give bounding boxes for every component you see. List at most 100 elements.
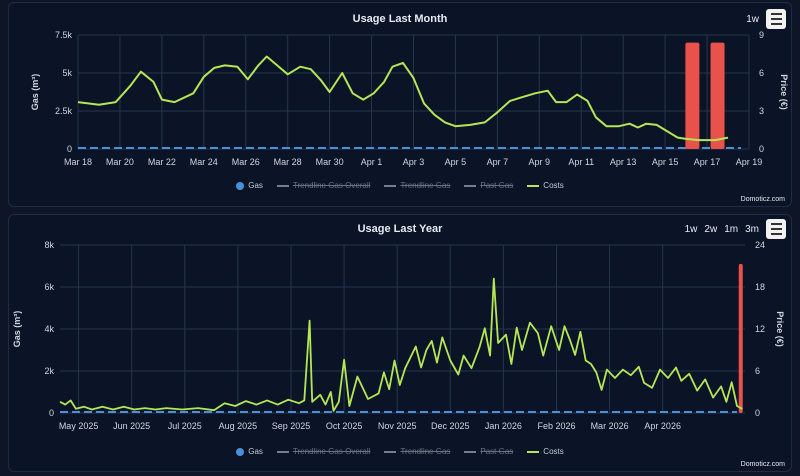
x-tick-label: Apr 17 (694, 157, 721, 167)
chart-title: Usage Last Month (352, 13, 448, 25)
legend-item[interactable]: Gas (236, 447, 263, 456)
y-left-tick-label: 0 (49, 408, 54, 418)
y-left-axis-title: Gas (m³) (30, 74, 40, 111)
y-right-tick-label: 6 (759, 68, 764, 78)
legend-item[interactable]: Trendline Gas (384, 181, 450, 190)
x-tick-label: Jan 2026 (485, 421, 522, 431)
legend-label: Costs (543, 181, 564, 190)
y-left-tick-label: 8k (44, 240, 54, 250)
legend-dot-icon (236, 447, 245, 456)
legend-item[interactable]: Past Gas (464, 181, 513, 190)
legend-label: Trendline Gas (400, 181, 451, 190)
zoom-buttons: 1w 2w 1m 3m (685, 224, 759, 235)
y-left-tick-label: 5k (62, 68, 72, 78)
legend-line-icon (276, 450, 289, 453)
usage-last-month-panel: Usage Last Month 1w 0 2.5k 5k 7.5k 0 3 6 9 Mar 1… (8, 2, 792, 207)
y-right-tick-label: 12 (755, 324, 765, 334)
gas-bar (710, 42, 725, 149)
x-tick-label: Apr 2026 (644, 421, 681, 431)
x-tick-label: Apr 9 (529, 157, 551, 167)
y-right-tick-label: 3 (759, 106, 764, 116)
x-tick-label: Mar 2026 (591, 421, 629, 431)
zoom-1m-button[interactable]: 1m (724, 224, 739, 235)
legend-label: Past Gas (480, 181, 514, 190)
legend-line-icon (527, 184, 540, 187)
zoom-3m-button[interactable]: 3m (745, 224, 759, 235)
legend-item[interactable]: Gas (236, 181, 263, 190)
y-right-tick-label: 9 (759, 30, 764, 40)
chart-legend: Gas Trendline Gas Overall Trendline Gas Pas… (9, 447, 791, 456)
x-tick-label: Apr 11 (568, 157, 594, 167)
chart-title: Usage Last Year (357, 223, 443, 235)
y-left-axis-title: Gas (m³) (12, 311, 22, 348)
x-tick-label: Mar 24 (190, 157, 218, 167)
y-right-tick-label: 6 (755, 366, 760, 376)
y-left-tick-label: 2k (44, 366, 54, 376)
x-tick-label: Mar 20 (106, 157, 134, 167)
x-tick-label: Mar 28 (274, 157, 302, 167)
y-right-tick-label: 24 (755, 240, 765, 250)
legend-line-icon (384, 450, 397, 453)
zoom-2w-button[interactable]: 2w (704, 224, 718, 235)
legend-item[interactable]: Trendline Gas (384, 447, 450, 456)
legend-line-icon (464, 450, 477, 453)
x-tick-label: Mar 26 (232, 157, 260, 167)
legend-dot-icon (236, 181, 245, 190)
y-right-axis-title: Price (€) (775, 311, 785, 347)
y-right-tick-label: 0 (759, 144, 764, 154)
legend-item[interactable]: Costs (527, 447, 564, 456)
y-right-tick-label: 18 (755, 282, 765, 292)
costs-series-line (77, 55, 729, 142)
x-tick-label: Mar 30 (316, 157, 344, 167)
legend-item[interactable]: Past Gas (464, 447, 513, 456)
y-left-tick-label: 4k (44, 324, 54, 334)
legend-item[interactable]: Trendline Gas Overall (276, 181, 371, 190)
x-tick-label: Jul 2025 (168, 421, 202, 431)
menu-icon[interactable] (766, 219, 786, 239)
y-right-axis-title: Price (€) (779, 74, 789, 110)
y-left-tick-label: 0 (67, 144, 72, 154)
x-tick-label: Apr 19 (736, 157, 763, 167)
y-left-tick-label: 7.5k (55, 30, 73, 40)
chart-plot: 0 2k 4k 6k 8k 0 6 12 18 24 May 2025 Jun 2025 Jul 202… (12, 240, 785, 431)
legend-label: Gas (248, 447, 263, 456)
zoom-1w-button[interactable]: 1w (746, 14, 759, 25)
zoom-buttons: 1w (746, 14, 759, 25)
legend-label: Past Gas (480, 447, 514, 456)
x-tick-label: Aug 2025 (219, 421, 258, 431)
legend-line-icon (527, 450, 540, 453)
y-left-tick-label: 2.5k (55, 106, 73, 116)
x-tick-label: Apr 3 (403, 157, 425, 167)
x-tick-label: Oct 2025 (326, 421, 363, 431)
legend-label: Gas (248, 181, 263, 190)
x-tick-label: May 2025 (59, 421, 99, 431)
y-right-tick-label: 0 (755, 408, 760, 418)
gas-bar (685, 42, 700, 149)
x-tick-label: Sep 2025 (272, 421, 311, 431)
gas-bar (738, 263, 743, 413)
x-tick-label: Feb 2026 (537, 421, 575, 431)
legend-label: Trendline Gas Overall (292, 181, 371, 190)
usage-last-year-panel: Usage Last Year 1w 2w 1m 3m 0 2k 4k 6k 8k 0 6 1… (8, 214, 792, 472)
chart-plot: 0 2.5k 5k 7.5k 0 3 6 9 Mar 18 Mar 20 Mar 22 Mar 24 M… (30, 30, 789, 167)
legend-label: Costs (543, 447, 564, 456)
legend-item[interactable]: Trendline Gas Overall (276, 447, 371, 456)
zoom-1w-button[interactable]: 1w (684, 224, 698, 235)
credit-link[interactable]: Domoticz.com (740, 196, 785, 203)
credit-link[interactable]: Domoticz.com (740, 461, 785, 468)
x-tick-label: Mar 18 (64, 157, 92, 167)
legend-item[interactable]: Costs (527, 181, 564, 190)
x-tick-label: Apr 13 (610, 157, 637, 167)
menu-icon[interactable] (766, 9, 786, 29)
x-tick-label: Apr 7 (487, 157, 509, 167)
legend-line-icon (276, 184, 289, 187)
x-tick-label: Apr 5 (445, 157, 467, 167)
x-tick-label: Jun 2025 (113, 421, 150, 431)
x-tick-label: Apr 15 (652, 157, 679, 167)
costs-series-line (59, 277, 743, 412)
x-tick-label: Apr 1 (361, 157, 383, 167)
y-left-tick-label: 6k (44, 282, 54, 292)
legend-line-icon (464, 184, 477, 187)
legend-label: Trendline Gas Overall (292, 447, 371, 456)
chart-legend: Gas Trendline Gas Overall Trendline Gas Pas… (9, 181, 791, 190)
